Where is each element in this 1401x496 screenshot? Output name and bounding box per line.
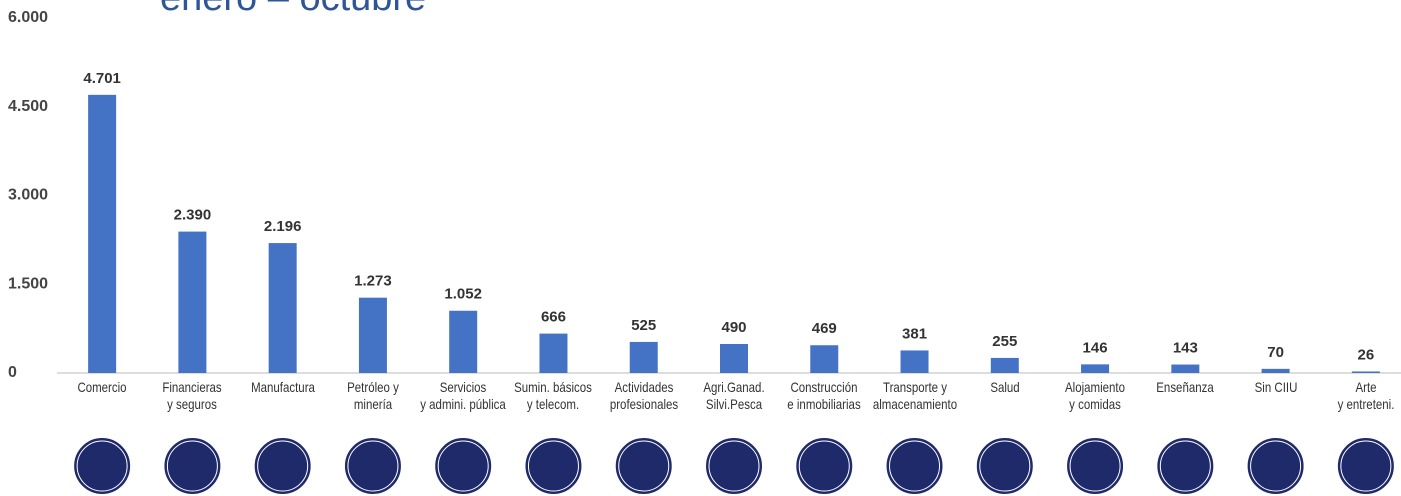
bar: [1171, 364, 1200, 373]
category-icon-ring: [798, 440, 850, 492]
value-label: 255: [992, 333, 1017, 350]
x-tick-label: Actividades profesionales: [609, 379, 678, 412]
category-icon: [613, 436, 674, 496]
category-icon: [974, 436, 1035, 496]
category-icon: [72, 436, 133, 496]
bar: [539, 333, 568, 373]
x-tick-label: Arte y entreteni.: [1337, 379, 1395, 412]
category-icon-ring: [618, 440, 670, 492]
value-label: 26: [1358, 346, 1375, 363]
x-tick-label: Comercio: [77, 379, 127, 395]
bar: [358, 297, 387, 373]
value-label: 2.196: [264, 218, 302, 235]
category-icon-ring: [347, 440, 399, 492]
category-icon: [1065, 436, 1126, 496]
value-label: 1.273: [354, 273, 392, 290]
x-tick-label: Transporte y almacenamiento: [872, 379, 957, 412]
bar: [178, 231, 207, 373]
y-tick-label: 6.000: [8, 9, 48, 26]
bar: [990, 357, 1019, 373]
category-icon: [1245, 436, 1306, 496]
bar: [900, 350, 929, 373]
category-icon-ring: [1159, 440, 1211, 492]
category-icon: [1155, 436, 1216, 496]
category-icon: [794, 436, 855, 496]
x-tick-label: Agri.Ganad. Silvi.Pesca: [703, 379, 765, 412]
bar: [810, 345, 839, 373]
category-icon: [252, 436, 313, 496]
y-tick-label: 3.000: [8, 187, 48, 204]
bar: [268, 243, 297, 373]
x-tick-label: Enseñanza: [1156, 379, 1215, 395]
x-tick-label: Manufactura: [250, 379, 315, 395]
category-icon: [884, 436, 945, 496]
x-tick-label: Sin CIIU: [1254, 379, 1297, 395]
value-label: 666: [541, 309, 566, 326]
category-icon: [523, 436, 584, 496]
category-icon-ring: [1340, 440, 1392, 492]
y-tick-label: 4.500: [8, 98, 48, 115]
category-icon: [1335, 436, 1396, 496]
value-label: 1.052: [444, 286, 482, 303]
category-icon-ring: [1250, 440, 1302, 492]
x-tick-label: Financieras y seguros: [162, 379, 223, 412]
category-icon-ring: [979, 440, 1031, 492]
bar: [1351, 371, 1380, 373]
x-tick-label: Construcción e inmobiliarias: [787, 379, 861, 412]
value-label: 146: [1083, 339, 1108, 356]
bar: [1261, 368, 1290, 373]
category-icon: [433, 436, 494, 496]
category-icon-ring: [437, 440, 489, 492]
x-tick-label: Servicios y admini. pública: [420, 379, 506, 412]
value-label: 381: [902, 325, 927, 342]
category-icon-ring: [889, 440, 941, 492]
x-tick-label: Sumin. básicos y telecom.: [514, 379, 593, 412]
value-label: 70: [1267, 344, 1284, 361]
category-icon: [704, 436, 764, 496]
category-icon-ring: [76, 440, 128, 492]
x-tick-label: Petróleo y minería: [347, 379, 399, 412]
category-icon-ring: [527, 440, 579, 492]
bar: [449, 310, 478, 373]
category-icon: [342, 436, 403, 496]
value-label: 4.701: [83, 70, 121, 87]
x-tick-label: Alojamiento y comidas: [1065, 379, 1126, 412]
value-label: 2.390: [174, 207, 212, 224]
category-icon: [162, 436, 223, 496]
x-tick-label: Salud: [990, 379, 1020, 395]
chart-subtitle: enero – octubre: [160, 0, 426, 19]
y-tick-label: 0: [8, 364, 17, 381]
bar: [1081, 364, 1110, 373]
bar: [88, 94, 117, 374]
bar: [720, 344, 748, 373]
y-tick-label: 1.500: [8, 275, 48, 292]
value-label: 525: [631, 317, 656, 334]
value-label: 490: [721, 319, 746, 336]
category-icon-ring: [166, 440, 218, 492]
category-icon-ring: [257, 440, 309, 492]
category-icon-ring: [708, 440, 760, 492]
value-label: 469: [812, 320, 837, 337]
bar: [629, 341, 658, 373]
value-label: 143: [1173, 340, 1198, 357]
category-icon-ring: [1069, 440, 1121, 492]
